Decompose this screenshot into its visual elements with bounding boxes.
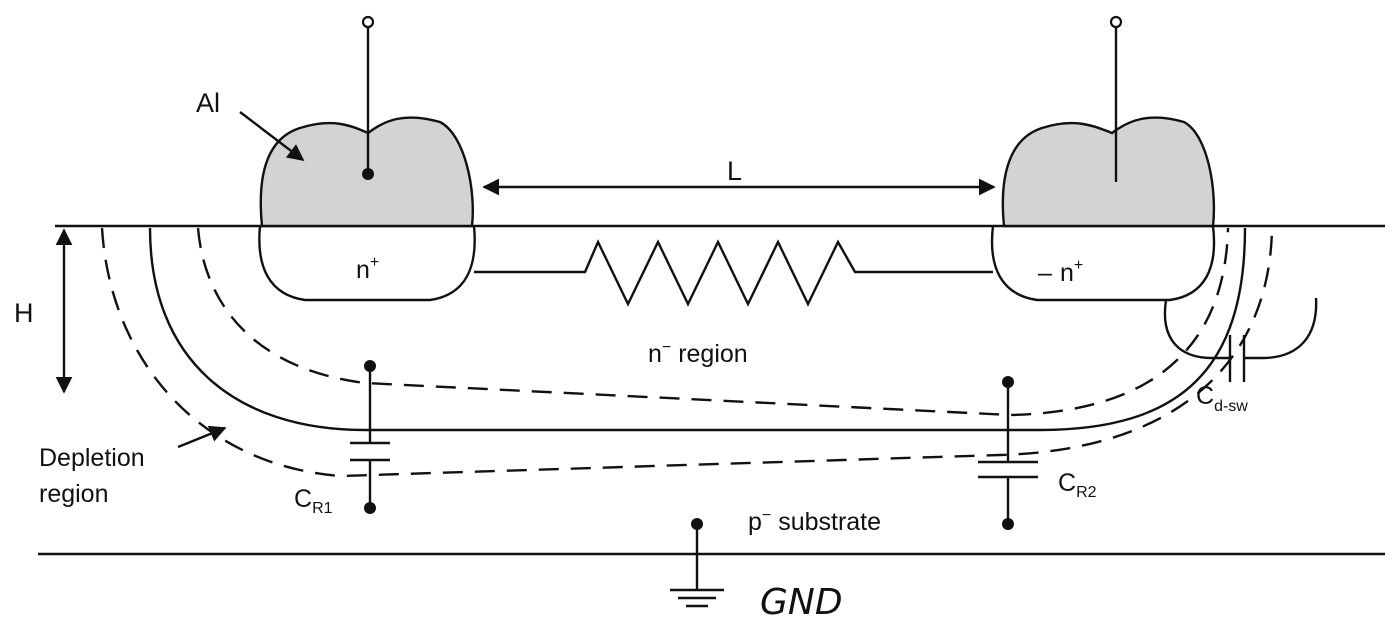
length-label: L xyxy=(727,156,742,186)
p-substrate-label: p− substrate xyxy=(748,507,881,536)
capacitor-cr1 xyxy=(350,360,390,514)
n-plus-right xyxy=(990,225,1216,302)
gnd-label: GND xyxy=(760,582,843,623)
n-plus-right-label: n+ xyxy=(1060,257,1083,287)
al-contact-right xyxy=(1001,116,1216,228)
contact-dot-left xyxy=(362,168,374,180)
al-pointer-arrow xyxy=(239,111,305,162)
cr2-label: CR2 xyxy=(1058,469,1097,501)
depletion-pointer-arrow xyxy=(177,425,227,449)
depletion-outer-boundary xyxy=(100,227,1274,478)
height-label: H xyxy=(14,298,34,328)
depletion-inner-boundary xyxy=(196,227,1230,417)
depletion-label-line2: region xyxy=(39,480,109,508)
terminal-open-left xyxy=(361,15,375,29)
n-plus-left-label: n+ xyxy=(356,254,379,284)
cdsw-label: Cd-sw xyxy=(1196,382,1248,415)
n-minus-boundary xyxy=(148,227,1247,432)
terminal-open-right xyxy=(1109,15,1123,29)
depletion-label-line1: Depletion xyxy=(39,444,145,472)
capacitor-cr2 xyxy=(978,376,1038,530)
al-label: Al xyxy=(196,88,220,118)
n-plus-left xyxy=(258,225,476,302)
n-plus-right-minus-mark: – xyxy=(1038,259,1052,287)
cr1-label: CR1 xyxy=(294,485,333,517)
ground-symbol xyxy=(670,518,724,608)
n-minus-region-label: n− region xyxy=(648,339,748,368)
capacitor-cdsw xyxy=(1163,297,1318,382)
resistor-symbol xyxy=(474,239,993,307)
